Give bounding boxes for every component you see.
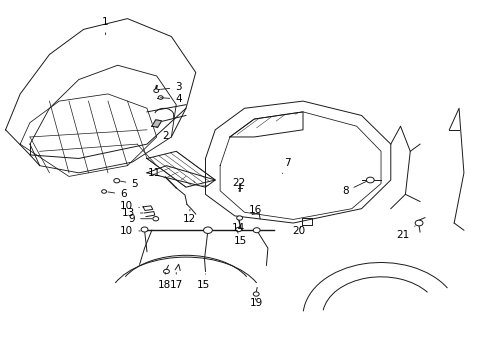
Text: 19: 19: [249, 298, 262, 308]
Text: 1: 1: [102, 17, 109, 35]
Text: 10: 10: [120, 201, 139, 211]
Text: 7: 7: [282, 158, 290, 174]
Text: 15: 15: [196, 274, 209, 290]
Text: 13: 13: [122, 208, 143, 218]
Circle shape: [203, 227, 212, 233]
Text: 15: 15: [233, 232, 247, 246]
Circle shape: [235, 227, 241, 231]
Circle shape: [253, 228, 260, 233]
Text: 11: 11: [148, 168, 164, 178]
Text: 2: 2: [157, 127, 168, 141]
Circle shape: [414, 220, 422, 226]
Text: 22: 22: [231, 178, 245, 192]
Text: 21: 21: [396, 226, 414, 239]
Text: 14: 14: [231, 220, 245, 233]
Circle shape: [153, 217, 158, 221]
Circle shape: [114, 179, 120, 183]
Circle shape: [253, 292, 259, 296]
Text: 20: 20: [292, 226, 305, 236]
Text: 12: 12: [183, 210, 196, 224]
Text: 9: 9: [128, 214, 152, 224]
Text: 3: 3: [160, 82, 182, 93]
Circle shape: [154, 89, 158, 93]
Circle shape: [236, 216, 242, 220]
Circle shape: [163, 269, 169, 274]
Text: 4: 4: [160, 94, 182, 104]
Text: 8: 8: [341, 181, 366, 197]
Text: 5: 5: [120, 179, 138, 189]
Circle shape: [158, 96, 163, 99]
Polygon shape: [152, 120, 161, 127]
Text: 18: 18: [157, 273, 170, 290]
Circle shape: [102, 190, 106, 193]
Circle shape: [141, 227, 148, 232]
Text: 6: 6: [107, 189, 126, 199]
Text: 17: 17: [169, 273, 183, 290]
Text: 16: 16: [248, 206, 261, 216]
Text: 10: 10: [120, 226, 140, 236]
Circle shape: [366, 177, 373, 183]
